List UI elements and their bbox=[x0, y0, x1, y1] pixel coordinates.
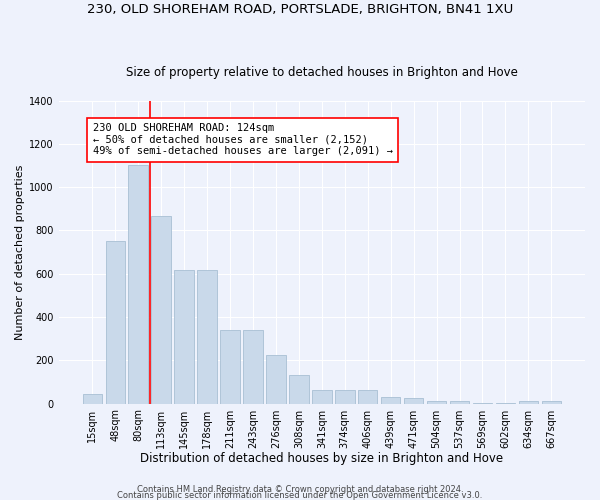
Y-axis label: Number of detached properties: Number of detached properties bbox=[15, 164, 25, 340]
Bar bbox=[175, 270, 194, 404]
Text: 230, OLD SHOREHAM ROAD, PORTSLADE, BRIGHTON, BN41 1XU: 230, OLD SHOREHAM ROAD, PORTSLADE, BRIGH… bbox=[87, 2, 513, 16]
Text: Contains public sector information licensed under the Open Government Licence v3: Contains public sector information licen… bbox=[118, 490, 482, 500]
Bar bbox=[83, 394, 102, 404]
Bar bbox=[450, 402, 469, 404]
Bar bbox=[128, 166, 148, 404]
Bar bbox=[151, 216, 171, 404]
Bar bbox=[518, 402, 538, 404]
Bar bbox=[335, 390, 355, 404]
Text: Contains HM Land Registry data © Crown copyright and database right 2024.: Contains HM Land Registry data © Crown c… bbox=[137, 484, 463, 494]
Bar bbox=[427, 402, 446, 404]
Text: 230 OLD SHOREHAM ROAD: 124sqm
← 50% of detached houses are smaller (2,152)
49% o: 230 OLD SHOREHAM ROAD: 124sqm ← 50% of d… bbox=[92, 123, 392, 156]
Bar bbox=[266, 355, 286, 404]
Bar bbox=[243, 330, 263, 404]
Bar bbox=[106, 241, 125, 404]
Bar bbox=[358, 390, 377, 404]
Title: Size of property relative to detached houses in Brighton and Hove: Size of property relative to detached ho… bbox=[126, 66, 518, 78]
Bar bbox=[381, 397, 400, 404]
Bar bbox=[542, 402, 561, 404]
Bar bbox=[404, 398, 424, 404]
Bar bbox=[289, 376, 308, 404]
X-axis label: Distribution of detached houses by size in Brighton and Hove: Distribution of detached houses by size … bbox=[140, 452, 503, 465]
Bar bbox=[197, 270, 217, 404]
Bar bbox=[220, 330, 240, 404]
Bar bbox=[312, 390, 332, 404]
Bar bbox=[496, 402, 515, 404]
Bar bbox=[473, 402, 492, 404]
